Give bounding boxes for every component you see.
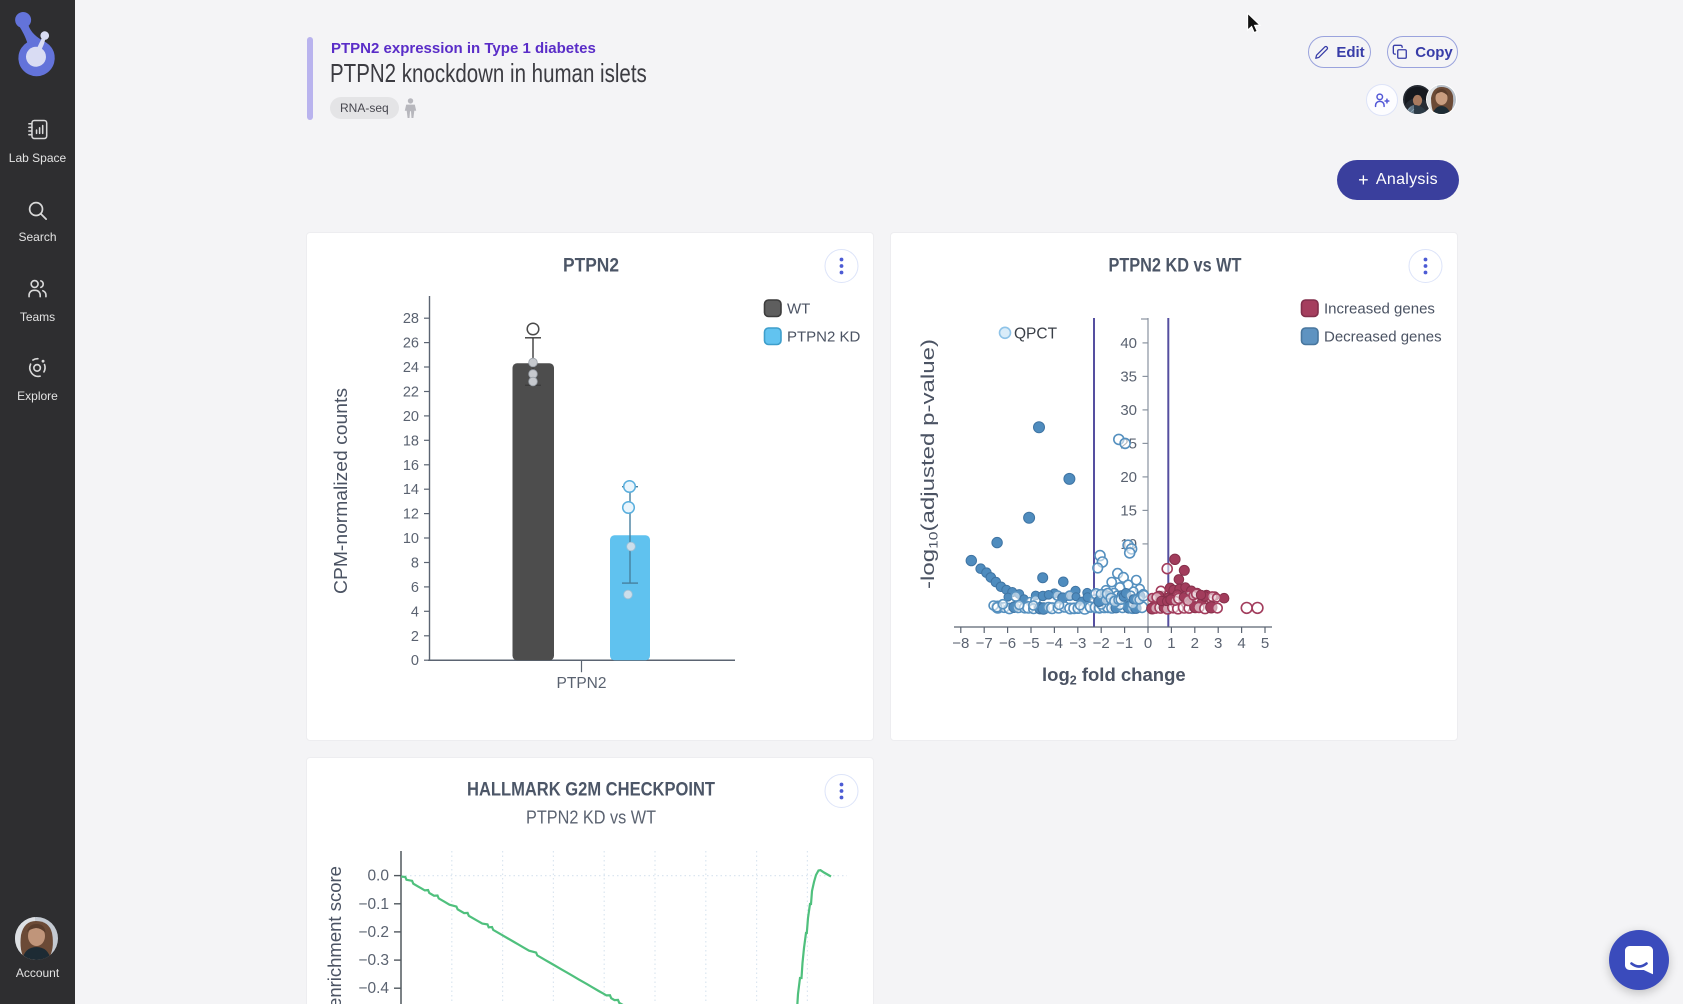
svg-text:Decreased genes: Decreased genes <box>1324 329 1442 346</box>
svg-text:20: 20 <box>403 409 419 425</box>
svg-text:PTPN2: PTPN2 <box>563 255 619 277</box>
svg-text:HALLMARK G2M CHECKPOINT: HALLMARK G2M CHECKPOINT <box>467 780 715 801</box>
svg-text:20: 20 <box>1120 469 1137 486</box>
svg-text:4: 4 <box>1237 635 1245 652</box>
svg-text:18: 18 <box>403 433 419 449</box>
svg-text:PTPN2: PTPN2 <box>557 675 607 692</box>
svg-text:0: 0 <box>411 653 419 669</box>
svg-text:6: 6 <box>411 580 419 596</box>
svg-text:−3: −3 <box>1069 635 1086 652</box>
svg-text:30: 30 <box>1120 402 1137 419</box>
svg-text:−8: −8 <box>952 635 969 652</box>
svg-text:−2: −2 <box>1093 635 1110 652</box>
svg-text:2: 2 <box>411 629 419 645</box>
svg-text:22: 22 <box>403 385 419 401</box>
svg-text:35: 35 <box>1120 368 1137 385</box>
svg-text:QPCT: QPCT <box>1014 326 1058 343</box>
svg-text:−0.4: −0.4 <box>358 980 389 997</box>
svg-text:8: 8 <box>411 556 419 572</box>
svg-text:PTPN2 KD vs WT: PTPN2 KD vs WT <box>526 807 656 828</box>
svg-text:3: 3 <box>1214 635 1222 652</box>
svg-text:PTPN2 KD: PTPN2 KD <box>787 329 861 346</box>
svg-text:15: 15 <box>1120 502 1137 519</box>
svg-text:26: 26 <box>403 336 419 352</box>
svg-text:0.0: 0.0 <box>367 868 389 885</box>
svg-text:−1: −1 <box>1116 635 1133 652</box>
svg-text:enrichment score: enrichment score <box>324 866 345 1004</box>
svg-text:−0.1: −0.1 <box>358 896 389 913</box>
svg-text:−7: −7 <box>976 635 993 652</box>
svg-text:−0.3: −0.3 <box>358 952 389 969</box>
svg-text:PTPN2 KD vs WT: PTPN2 KD vs WT <box>1109 255 1242 277</box>
svg-text:40: 40 <box>1120 335 1137 352</box>
svg-text:1: 1 <box>1167 635 1175 652</box>
svg-text:10: 10 <box>403 531 419 547</box>
svg-text:16: 16 <box>403 458 419 474</box>
svg-text:4: 4 <box>411 604 419 620</box>
svg-text:2: 2 <box>1191 635 1199 652</box>
svg-text:−6: −6 <box>999 635 1016 652</box>
svg-text:−4: −4 <box>1046 635 1063 652</box>
svg-text:-log10(adjusted p-value): -log10(adjusted p-value) <box>917 339 941 589</box>
svg-text:log2 fold change: log2 fold change <box>1042 664 1186 688</box>
svg-text:12: 12 <box>403 507 419 523</box>
svg-text:24: 24 <box>403 360 419 376</box>
svg-text:−5: −5 <box>1022 635 1039 652</box>
svg-text:Increased genes: Increased genes <box>1324 301 1435 318</box>
svg-text:14: 14 <box>403 482 419 498</box>
svg-text:CPM-normalized counts: CPM-normalized counts <box>331 388 351 594</box>
svg-text:−0.2: −0.2 <box>358 924 389 941</box>
svg-text:0: 0 <box>1144 635 1152 652</box>
svg-text:28: 28 <box>403 311 419 327</box>
svg-text:5: 5 <box>1261 635 1269 652</box>
svg-text:WT: WT <box>787 301 810 318</box>
